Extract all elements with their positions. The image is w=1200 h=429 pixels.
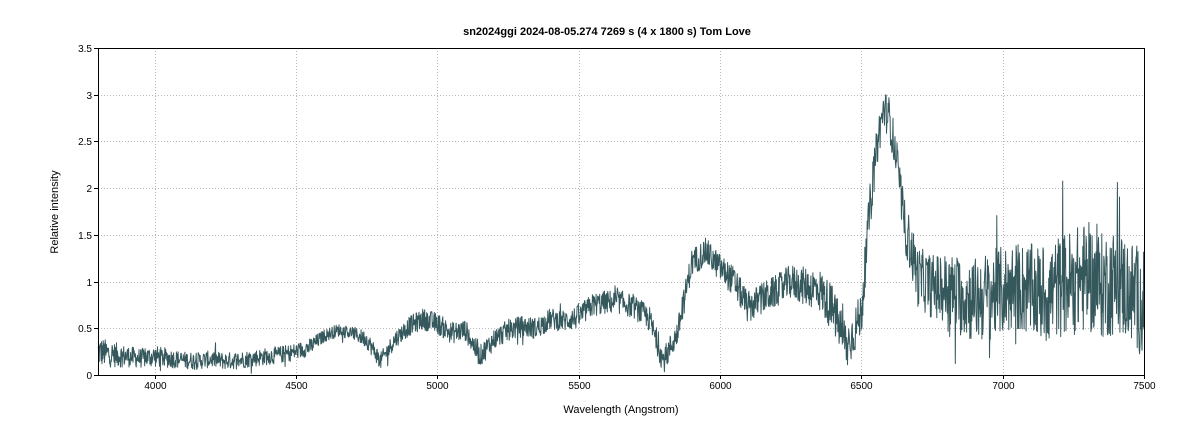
spectrum-line <box>97 94 1145 374</box>
x-tick-label: 6000 <box>709 381 732 392</box>
x-tick-label: 5000 <box>426 381 449 392</box>
y-tick-label: 0.5 <box>78 324 92 335</box>
x-tick-label: 7000 <box>992 381 1015 392</box>
x-tick-label: 4500 <box>285 381 308 392</box>
y-tick-label: 3 <box>86 91 92 102</box>
y-tick-label: 0 <box>86 371 92 382</box>
x-tick-label: 6500 <box>850 381 873 392</box>
y-axis-label: Relative intensity <box>49 170 61 254</box>
grid <box>98 48 1144 375</box>
y-tick-label: 2 <box>86 184 92 195</box>
x-axis: 4000 4500 5000 5500 6000 6500 7000 7500 <box>144 375 1156 392</box>
x-tick-label: 5500 <box>568 381 591 392</box>
x-tick-label: 7500 <box>1133 381 1156 392</box>
x-tick-label: 4000 <box>144 381 167 392</box>
y-tick-label: 2.5 <box>78 137 92 148</box>
x-axis-label: Wavelength (Angstrom) <box>563 404 678 416</box>
y-tick-label: 1 <box>86 278 92 289</box>
plot-frame <box>98 48 1145 376</box>
y-axis: 0 0.5 1 1.5 2 2.5 3 3.5 <box>78 44 98 382</box>
plot-area <box>97 94 1145 374</box>
y-tick-label: 3.5 <box>78 44 92 55</box>
chart-title: sn2024ggi 2024-08-05.274 7269 s (4 x 180… <box>463 26 751 38</box>
y-tick-label: 1.5 <box>78 231 92 242</box>
